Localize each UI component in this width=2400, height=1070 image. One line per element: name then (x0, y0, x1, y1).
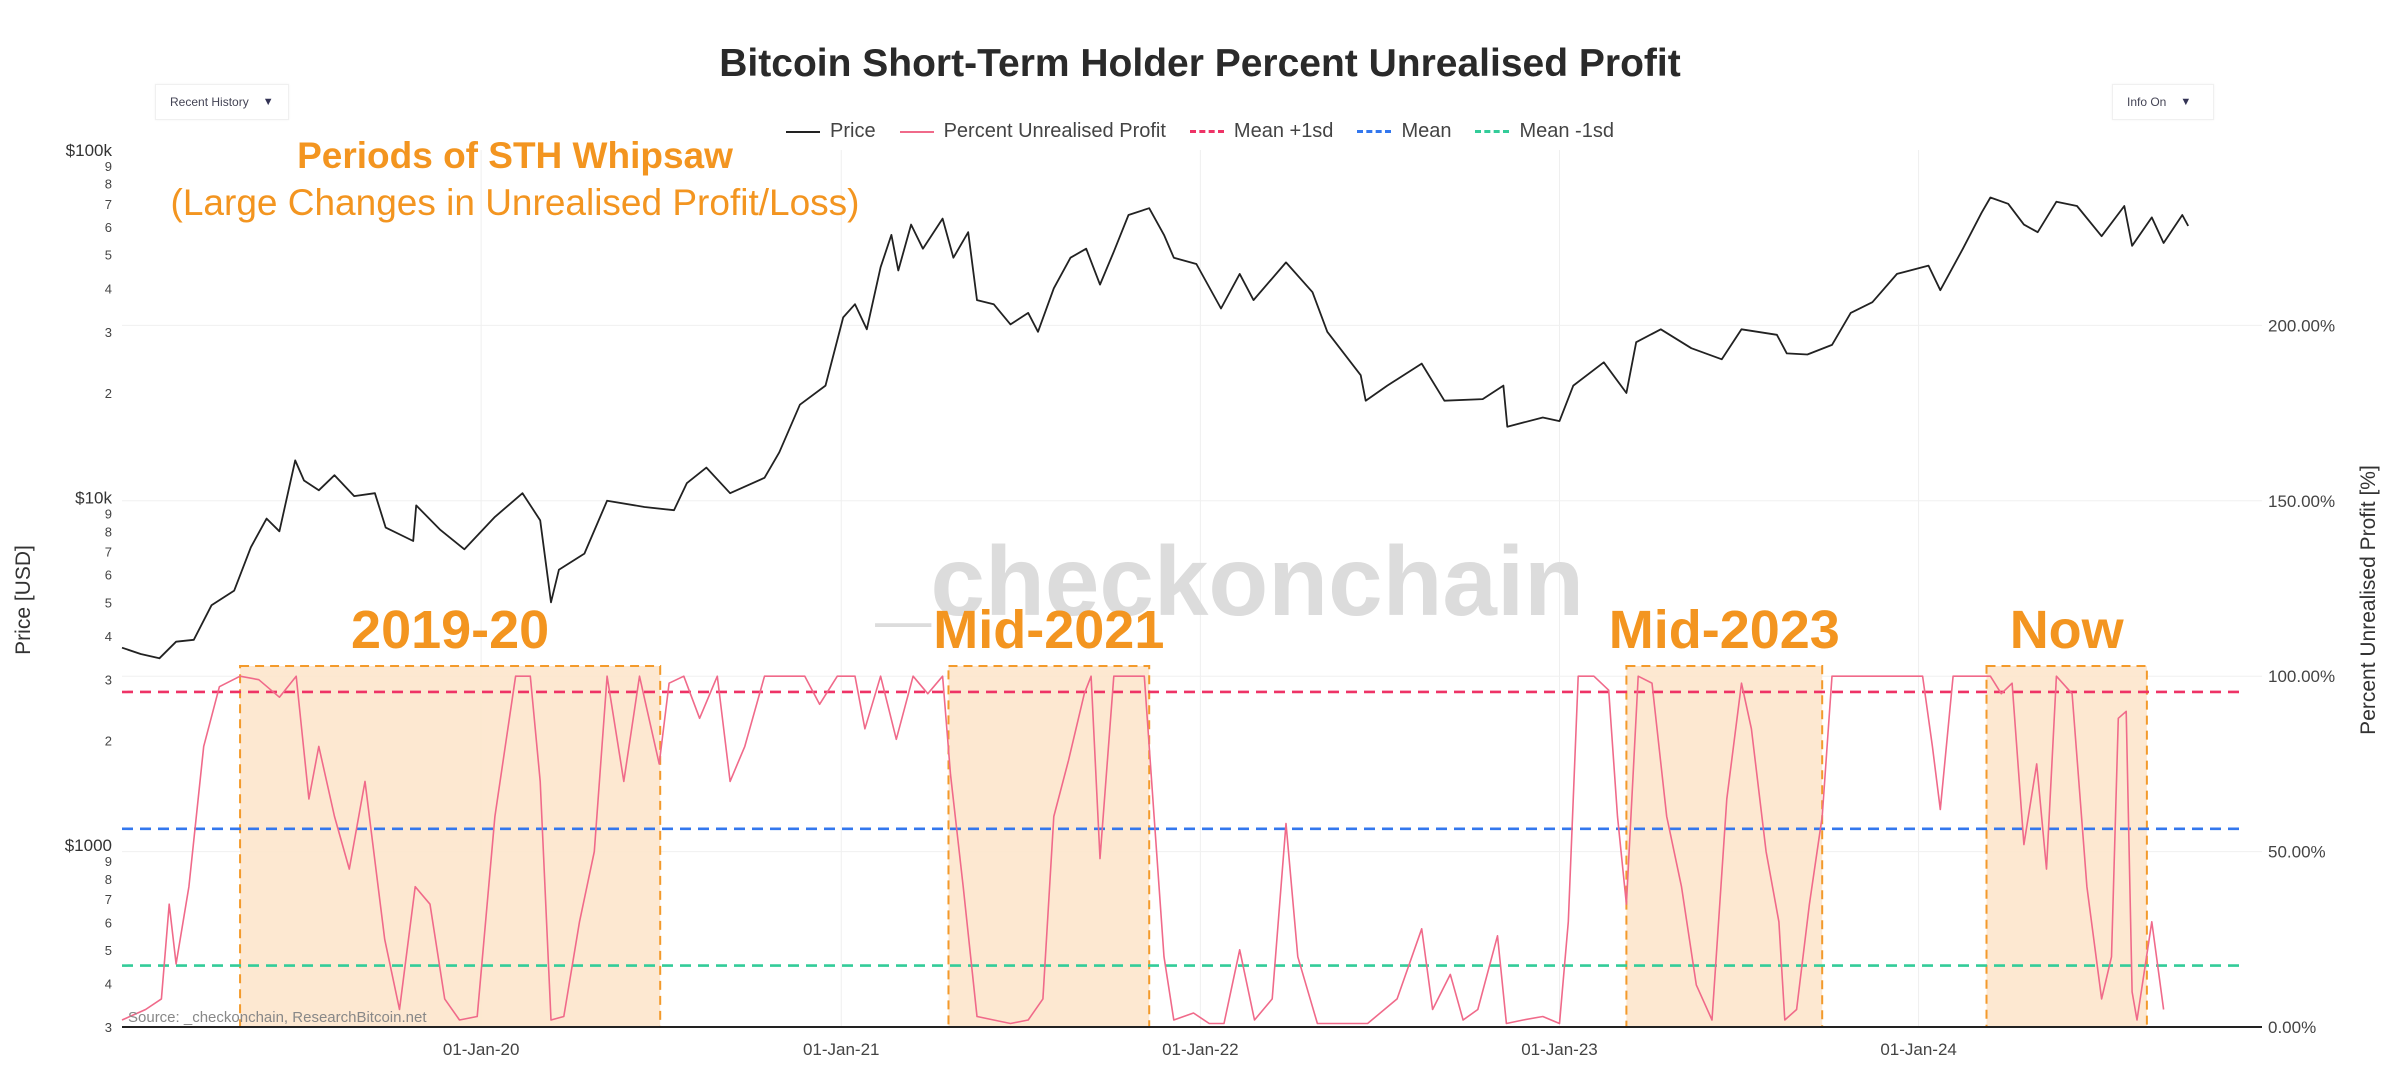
y-left-minor-tick-label: 9 (105, 854, 112, 869)
legend-item-percent-unrealised-profit[interactable]: Percent Unrealised Profit (899, 120, 1166, 143)
legend-swatch (899, 130, 934, 133)
y-right-tick-label: 50.00% (2268, 843, 2326, 862)
y-left-minor-tick-label: 7 (105, 892, 112, 907)
legend-label: Mean (1401, 120, 1452, 142)
legend-label: Price (830, 120, 876, 142)
legend-label: Percent Unrealised Profit (943, 120, 1166, 142)
info-toggle-dropdown[interactable]: Info On ▼ (2112, 84, 2214, 120)
price-series-line (121, 196, 2189, 660)
info-toggle-label: Info On (2127, 95, 2167, 109)
annotation-subline: (Large Changes in Unrealised Profit/Loss… (171, 182, 860, 223)
period-label: Mid-2023 (1609, 600, 1840, 660)
chart-title: Bitcoin Short-Term Holder Percent Unreal… (719, 42, 1681, 85)
period-label: Mid-2021 (933, 600, 1164, 660)
y-left-minor-tick-label: 9 (105, 507, 112, 522)
y-left-minor-tick-label: 2 (105, 734, 112, 749)
y-left-minor-tick-label: 5 (105, 248, 112, 263)
y-left-tick-label: $100k (66, 141, 113, 160)
chevron-down-icon: ▼ (262, 96, 274, 108)
y-axis-left-title: Price [USD] (12, 545, 35, 655)
y-left-minor-tick-label: 8 (105, 524, 112, 539)
y-right-tick-label: 100.00% (2268, 667, 2335, 686)
highlight-box (239, 665, 662, 1028)
y-left-minor-tick-label: 3 (105, 1020, 112, 1035)
legend-item-mean[interactable]: Mean (1357, 120, 1451, 143)
y-left-minor-tick-label: 7 (105, 544, 112, 559)
source-note: Source: _checkonchain, ResearchBitcoin.n… (128, 1009, 427, 1026)
y-right-tick-label: 0.00% (2268, 1018, 2316, 1037)
legend-swatch (1189, 130, 1224, 133)
legend-item-mean-plus-1sd[interactable]: Mean +1sd (1189, 120, 1334, 143)
y-left-tick-label: $1000 (65, 836, 112, 855)
legend-label: Mean +1sd (1233, 120, 1334, 142)
legend-swatch (1475, 130, 1510, 133)
period-label: 2019-20 (351, 600, 549, 660)
y-left-minor-tick-label: 5 (105, 595, 112, 610)
y-left-minor-tick-label: 8 (105, 872, 112, 887)
y-left-minor-tick-label: 3 (105, 672, 112, 687)
x-tick-label: 01-Jan-24 (1880, 1040, 1957, 1059)
chart-legend: Price Percent Unrealised Profit Mean +1s… (0, 120, 2400, 143)
y-left-tick-label: $10k (75, 489, 112, 508)
reference-lines (122, 690, 2244, 967)
legend-swatch (1357, 130, 1392, 133)
y-right-tick-label: 200.00% (2268, 316, 2335, 335)
highlight-box (947, 665, 1151, 1028)
period-labels: 2019-20 Mid-2021 Mid-2023 Now (351, 600, 2125, 660)
y-left-minor-tick-label: 6 (105, 220, 112, 235)
period-label: Now (2010, 600, 2125, 660)
legend-item-price[interactable]: Price (786, 120, 876, 143)
y-left-minor-tick-label: 4 (105, 629, 112, 644)
y-left-minor-tick-label: 7 (105, 197, 112, 212)
y-left-minor-tick-label: 4 (105, 977, 112, 992)
y-right-tick-label: 150.00% (2268, 492, 2335, 511)
y-left-minor-tick-label: 3 (105, 325, 112, 340)
unrealised-profit-series-line (121, 675, 2165, 1025)
series-lines (121, 196, 2189, 1025)
x-tick-label: 01-Jan-22 (1162, 1040, 1239, 1059)
y-left-minor-tick-label: 5 (105, 943, 112, 958)
recent-history-dropdown[interactable]: Recent History ▼ (155, 84, 289, 120)
highlight-boxes (239, 665, 2148, 1028)
y-left-minor-tick-label: 4 (105, 281, 112, 296)
highlight-box (1985, 665, 2148, 1028)
axes: 01-Jan-20 01-Jan-21 01-Jan-22 01-Jan-23 01-J… (65, 141, 2335, 1059)
y-axis-right-title: Percent Unrealised Profit [%] (2357, 465, 2380, 735)
legend-item-mean-minus-1sd[interactable]: Mean -1sd (1475, 120, 1614, 143)
y-left-minor-tick-label: 2 (105, 386, 112, 401)
y-left-minor-tick-label: 6 (105, 568, 112, 583)
x-tick-label: 01-Jan-21 (803, 1040, 880, 1059)
legend-swatch (786, 130, 821, 133)
legend-label: Mean -1sd (1519, 120, 1614, 142)
chevron-down-icon: ▼ (2180, 96, 2192, 108)
y-left-minor-tick-label: 6 (105, 915, 112, 930)
x-tick-label: 01-Jan-23 (1521, 1040, 1598, 1059)
annotation-headline: Periods of STH Whipsaw (297, 135, 733, 176)
x-tick-label: 01-Jan-20 (443, 1040, 520, 1059)
y-left-minor-tick-label: 9 (105, 159, 112, 174)
watermark: _checkonchain (875, 526, 1584, 636)
recent-history-label: Recent History (170, 95, 249, 109)
y-left-minor-tick-label: 8 (105, 177, 112, 192)
